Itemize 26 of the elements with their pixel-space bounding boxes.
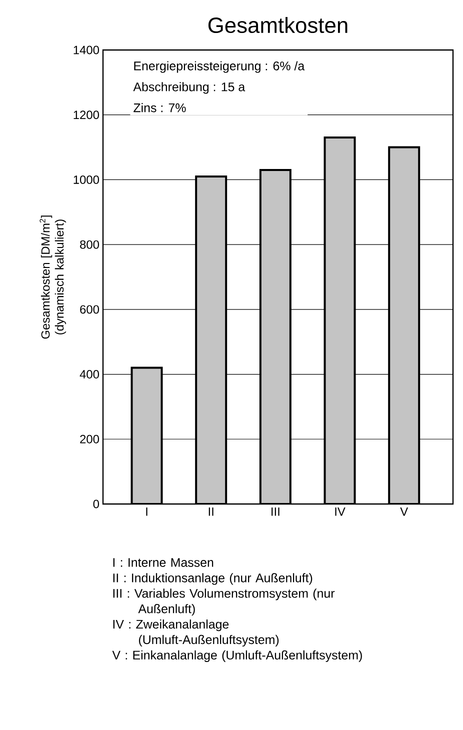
text: V : Einkanalanlage (Umluft-Außenluftsystem) [112,650,362,662]
y-tick-label: 600 [80,305,100,314]
y-tick-label: 800 [80,240,100,249]
bar [388,146,420,504]
x-tick-label: V [400,508,408,516]
x-tick-label: I [146,508,148,516]
bar [130,366,163,504]
y-tick-label: 1000 [74,175,100,184]
chart-title: Gesamtkosten [208,16,348,34]
y-tick-label: 1400 [74,46,100,54]
annotation: Abschreibung : 15 a [133,82,246,94]
x-tick-label: IV [335,508,346,516]
y-axis-title: Gesamtkosten [DM/m$^{2}$] (dynamisch kalkuliert) [40,216,66,339]
text: III : Variables Volumenstromsystem (nur Außenluft) [113,588,335,616]
text: II : Induktionsanlage (nur Außenluft) [113,573,312,585]
x-tick-label: II [208,508,214,516]
annotation: Energiepreissteigerung : 6% /a [134,61,305,73]
y-tick-label: 1200 [74,110,100,120]
y-tick-label: 400 [80,370,100,378]
y-tick-label: 200 [80,434,100,444]
x-tick-label: III [272,508,280,516]
bar [324,136,356,504]
annotation: Zins : 7% [134,103,186,112]
y-tick-label: 0 [93,500,100,508]
text: IV : Zweikanalanlage (Umluft-Außenluftsystem) [113,619,279,647]
text: I : Interne Massen [113,558,214,567]
